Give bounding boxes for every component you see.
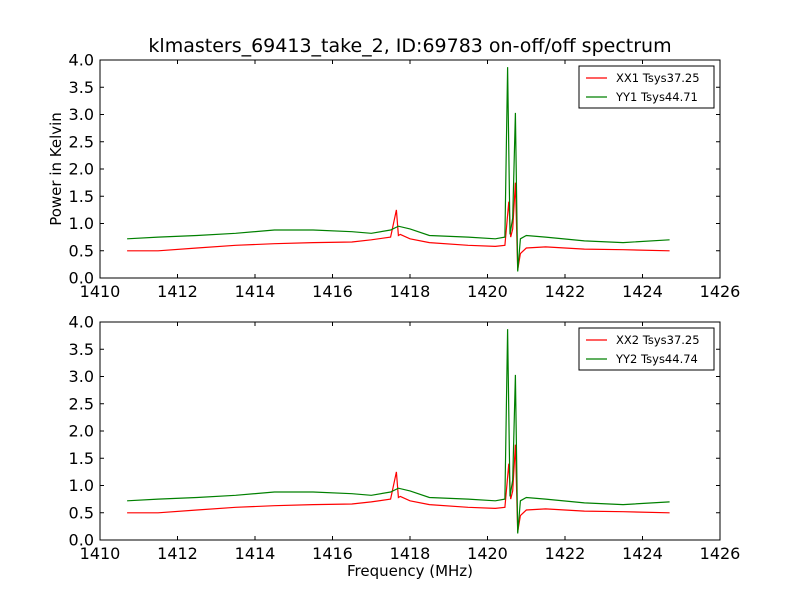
x-tick-label: 1418 — [390, 544, 431, 563]
legend-label: XX2 Tsys37.25 — [616, 333, 700, 347]
x-tick-label: 1424 — [622, 544, 663, 563]
x-tick-label: 1418 — [390, 282, 431, 301]
x-tick-label: 1414 — [235, 282, 276, 301]
legend-box — [578, 65, 715, 109]
x-tick-label: 1410 — [80, 282, 121, 301]
y-tick-label: 2.0 — [69, 422, 94, 441]
plot-panels: 1410 1412 1414 1416 1418 1420 1422 1424 1426 0.0 0… — [69, 51, 741, 564]
x-tick-label: 1426 — [700, 544, 741, 563]
series-line-1-2 — [127, 67, 670, 272]
y-tick-label: 2.0 — [69, 160, 94, 179]
y-tick-label: 3.5 — [69, 78, 94, 97]
x-tick-label: 1422 — [545, 282, 586, 301]
legend-box — [578, 327, 715, 371]
y-tick-label: 3.5 — [69, 340, 94, 359]
y-tick-label: 0.5 — [69, 241, 94, 260]
chart-title: klmasters_69413_take_2, ID:69783 on-off/… — [148, 35, 671, 57]
series-line-2-2 — [127, 329, 670, 534]
plot-panel-2: 1410 1412 1414 1416 1418 1420 1422 1424 1426 0.0 0… — [69, 313, 741, 564]
y-axis-label: Power in Kelvin — [47, 112, 65, 226]
series-line-2-1 — [127, 444, 670, 532]
y-tick-label: 1.0 — [69, 476, 94, 495]
x-tick-label: 1424 — [622, 282, 663, 301]
legend-2: XX2 Tsys37.25 YY2 Tsys44.74 — [578, 327, 715, 371]
legend-1: XX1 Tsys37.25 YY1 Tsys44.71 — [578, 65, 715, 109]
y-tick-label: 2.5 — [69, 394, 94, 413]
y-tick-label: 3.0 — [69, 105, 94, 124]
y-tick-label: 3.0 — [69, 367, 94, 386]
x-tick-label: 1412 — [157, 282, 198, 301]
x-tick-label: 1416 — [312, 544, 353, 563]
legend-label: YY2 Tsys44.74 — [615, 352, 698, 366]
y-tick-label: 0.5 — [69, 503, 94, 522]
plot-panel-1: 1410 1412 1414 1416 1418 1420 1422 1424 1426 0.0 0… — [69, 51, 741, 302]
x-tick-label: 1412 — [157, 544, 198, 563]
y-tick-label: 1.5 — [69, 187, 94, 206]
y-tick-label: 1.0 — [69, 214, 94, 233]
legend-label: XX1 Tsys37.25 — [616, 71, 700, 85]
x-tick-label: 1422 — [545, 544, 586, 563]
x-tick-label: 1420 — [467, 544, 508, 563]
y-tick-label: 0.0 — [69, 269, 94, 288]
x-axis-label: Frequency (MHz) — [347, 562, 473, 580]
x-tick-label: 1420 — [467, 282, 508, 301]
series-line-1-1 — [127, 182, 670, 270]
y-tick-label: 1.5 — [69, 449, 94, 468]
x-tick-label: 1410 — [80, 544, 121, 563]
x-tick-label: 1416 — [312, 282, 353, 301]
x-tick-label: 1426 — [700, 282, 741, 301]
x-tick-label: 1414 — [235, 544, 276, 563]
y-tick-label: 4.0 — [69, 313, 94, 332]
y-tick-label: 4.0 — [69, 51, 94, 70]
y-tick-label: 2.5 — [69, 132, 94, 151]
legend-label: YY1 Tsys44.71 — [615, 90, 698, 104]
y-tick-label: 0.0 — [69, 531, 94, 550]
